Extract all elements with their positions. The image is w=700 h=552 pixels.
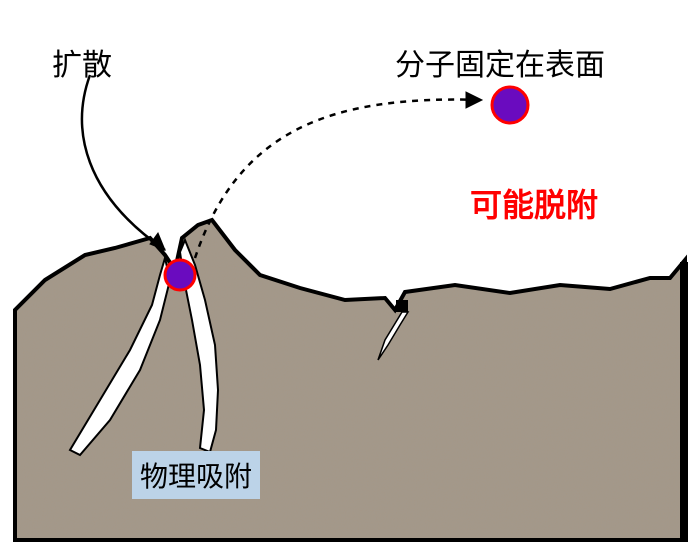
diffusion-arrow: [82, 75, 165, 250]
molecule-fixed: [492, 87, 528, 123]
surface-notch: [396, 300, 408, 312]
label-diffusion: 扩散: [52, 40, 112, 84]
label-physical-adsorption-text: 物理吸附: [140, 461, 252, 492]
right-edge: [680, 262, 688, 542]
diffusion-arrow-shaft: [82, 75, 165, 250]
substrate: [15, 220, 688, 542]
label-fixed-on-surface: 分子固定在表面: [395, 40, 605, 84]
desorption-arrow-head: [466, 92, 482, 108]
label-physical-adsorption: 物理吸附: [132, 451, 260, 499]
label-possible-desorption: 可能脱附: [470, 180, 598, 226]
diagram-stage: 扩散 分子固定在表面 可能脱附 物理吸附: [0, 0, 700, 552]
desorption-arrow-shaft: [195, 100, 482, 258]
molecule-adsorbed: [165, 260, 195, 290]
desorption-arrow: [195, 92, 482, 258]
